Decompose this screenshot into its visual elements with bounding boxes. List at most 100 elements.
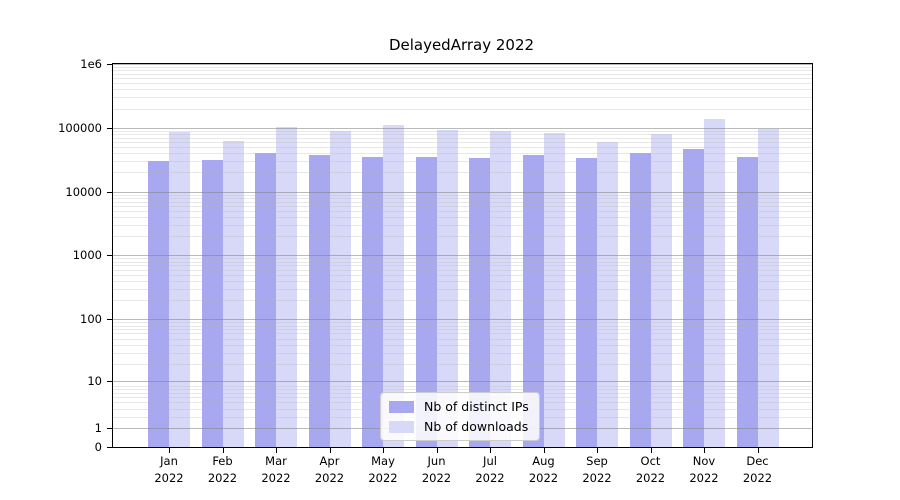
gridline-minor [113, 217, 812, 219]
gridline-minor [113, 329, 812, 331]
x-tick-label-jun: Jun 2022 [421, 454, 452, 485]
legend-entry-nb-of-distinct-ips: Nb of distinct IPs [389, 399, 529, 414]
legend-label: Nb of distinct IPs [424, 399, 529, 414]
bar-nb-of-downloads-jun [436, 130, 458, 447]
gridline-minor [113, 205, 812, 207]
gridline-minor [113, 147, 812, 149]
gridline-minor [113, 386, 812, 388]
bar-nb-of-distinct-ips-jul [469, 157, 490, 447]
bar-nb-of-distinct-ips-feb [201, 160, 223, 447]
legend-swatch-nb-of-downloads [389, 420, 414, 433]
x-tick-label-jul: Jul 2022 [475, 454, 505, 485]
x-tick [222, 448, 224, 453]
y-tick [107, 380, 113, 382]
gridline-minor [113, 73, 812, 75]
y-tick-label: 1 [94, 420, 102, 435]
gridline-minor [113, 201, 812, 203]
y-tick-label: 0 [94, 440, 102, 454]
x-tick [704, 448, 705, 453]
bar-nb-of-downloads-nov [704, 119, 725, 447]
x-tick-label-jan: Jan 2022 [154, 454, 184, 485]
y-tick-label: 100 [80, 312, 102, 327]
x-tick [276, 448, 277, 453]
gridline-minor [113, 66, 812, 68]
bar-nb-of-distinct-ips-jun [415, 156, 437, 447]
bar-nb-of-distinct-ips-sep [576, 157, 597, 447]
gridline-major [113, 64, 812, 65]
y-tick-label: 10 [87, 373, 102, 388]
gridline-major [113, 191, 812, 193]
gridline-minor [113, 280, 812, 282]
bar-nb-of-downloads-dec [757, 128, 779, 447]
x-tick [169, 448, 170, 453]
bar-nb-of-distinct-ips-may [362, 156, 383, 447]
gridline-minor [113, 288, 812, 290]
gridline-minor [113, 210, 812, 212]
gridline-minor [113, 363, 812, 365]
bar-nb-of-downloads-oct [650, 134, 672, 447]
gridline-minor [113, 258, 812, 260]
gridline-minor [113, 225, 812, 227]
y-tick [107, 447, 113, 448]
gridline-minor [113, 333, 812, 335]
x-tick-label-nov: Nov 2022 [689, 454, 719, 485]
legend: Nb of distinct IPs Nb of downloads [380, 392, 540, 441]
gridline-minor [113, 194, 812, 196]
gridline-minor [113, 97, 812, 99]
gridline-minor [113, 322, 812, 324]
x-tick-label-dec: Dec 2022 [742, 454, 773, 485]
x-tick-label-oct: Oct 2022 [635, 454, 666, 485]
gridline-minor [113, 300, 812, 302]
y-tick-label: 1e6 [80, 57, 102, 71]
bar-nb-of-distinct-ips-apr [308, 155, 330, 447]
x-tick [757, 448, 759, 453]
bar-nb-of-distinct-ips-aug [522, 155, 544, 447]
y-tick [107, 427, 113, 429]
x-tick-label-may: May 2022 [368, 454, 398, 485]
gridline-major [113, 255, 812, 257]
gridline-minor [113, 338, 812, 340]
x-tick [490, 448, 491, 453]
bar-nb-of-downloads-jan [169, 132, 190, 447]
gridline-minor [113, 269, 812, 271]
x-tick [650, 448, 652, 453]
x-tick [597, 448, 598, 453]
gridline-major [113, 319, 812, 321]
x-tick-label-sep: Sep 2022 [582, 454, 612, 485]
legend-entry-nb-of-downloads: Nb of downloads [389, 419, 529, 434]
bar-nb-of-distinct-ips-jan [148, 161, 169, 447]
x-tick [383, 448, 384, 453]
gridline-minor [113, 197, 812, 199]
bar-nb-of-distinct-ips-dec [736, 156, 758, 447]
plot-area [112, 63, 813, 448]
gridline-minor [113, 265, 812, 267]
legend-swatch-nb-of-distinct-ips [389, 400, 414, 413]
gridline-minor [113, 78, 812, 80]
gridline-minor [113, 325, 812, 327]
chart-title: DelayedArray 2022 [388, 36, 535, 54]
gridline-minor [113, 141, 812, 143]
gridline-minor [113, 389, 812, 391]
gridline-minor [113, 344, 812, 346]
bar-nb-of-downloads-sep [597, 141, 618, 447]
bar-nb-of-downloads-may [383, 125, 404, 447]
gridline-minor [113, 161, 812, 163]
gridline-minor [113, 89, 812, 91]
legend-label: Nb of downloads [424, 419, 529, 434]
x-tick-label-feb: Feb 2022 [207, 454, 238, 485]
x-tick-label-mar: Mar 2022 [261, 454, 291, 485]
gridline-minor [113, 352, 812, 354]
bar-nb-of-distinct-ips-nov [683, 148, 704, 447]
gridline-minor [113, 172, 812, 174]
y-tick-label: 100000 [58, 120, 102, 135]
bar-nb-of-downloads-apr [329, 130, 351, 447]
gridline-minor [113, 236, 812, 238]
y-tick-label: 1000 [72, 248, 102, 263]
y-tick [107, 319, 113, 321]
gridline-minor [113, 83, 812, 85]
y-tick [107, 127, 113, 129]
gridline-minor [113, 261, 812, 263]
gridline-minor [113, 130, 812, 132]
y-tick-label: 10000 [65, 184, 102, 199]
x-tick [543, 448, 545, 453]
